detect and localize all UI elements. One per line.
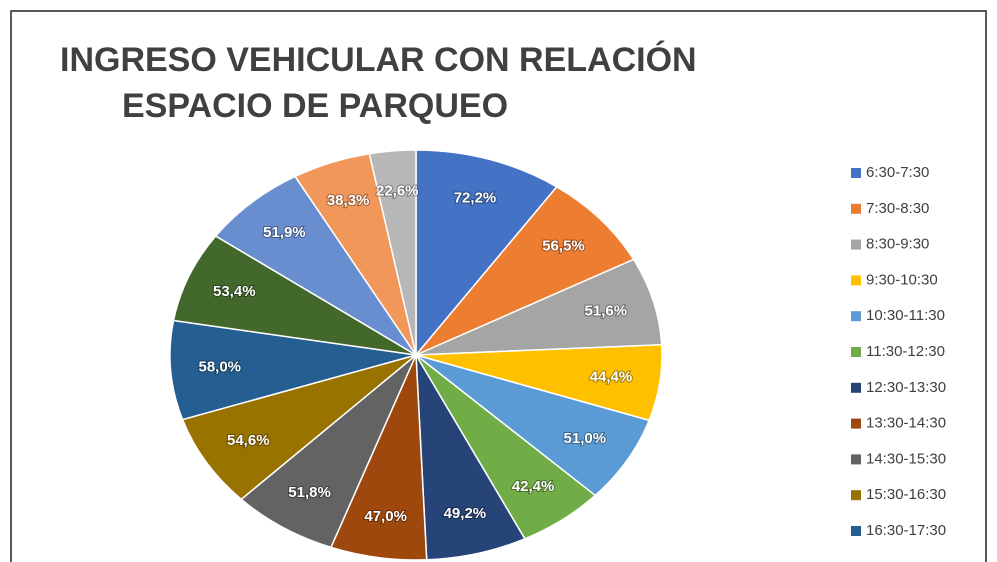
legend-swatch bbox=[851, 168, 861, 178]
frame bbox=[10, 10, 987, 562]
legend-swatch bbox=[851, 526, 861, 536]
legend-label: 16:30-17:30 bbox=[866, 522, 946, 539]
pie-slice bbox=[415, 185, 635, 356]
pie-slice bbox=[172, 235, 417, 356]
data-label: 51,9% bbox=[263, 224, 306, 241]
legend-label: 7:30-8:30 bbox=[866, 200, 929, 217]
legend-swatch bbox=[851, 311, 861, 322]
data-label: 58,0% bbox=[198, 358, 241, 375]
data-label: 47,0% bbox=[364, 508, 407, 525]
pie-slice bbox=[415, 258, 663, 356]
data-label: 51,0% bbox=[564, 430, 607, 447]
legend-label: 6:30-7:30 bbox=[866, 164, 929, 181]
data-label: 51,6% bbox=[585, 303, 628, 320]
pie-slice bbox=[415, 354, 651, 497]
legend-label: 14:30-15:30 bbox=[866, 450, 946, 467]
legend-label: 10:30-11:30 bbox=[866, 307, 945, 324]
data-label: 53,4% bbox=[213, 283, 256, 300]
pie-slice bbox=[169, 319, 417, 421]
legend-label: 12:30-13:30 bbox=[866, 379, 946, 396]
legend-label: 9:30-10:30 bbox=[866, 271, 938, 288]
legend-label: 11:30-12:30 bbox=[866, 343, 945, 360]
legend-swatch bbox=[851, 275, 861, 286]
data-label: 44,4% bbox=[590, 368, 633, 385]
data-label: 49,2% bbox=[444, 505, 487, 522]
pie-slice bbox=[240, 354, 417, 549]
pie-slice bbox=[368, 149, 417, 356]
data-label: 56,5% bbox=[542, 237, 585, 254]
data-label: 38,3% bbox=[327, 192, 370, 209]
data-label: 72,2% bbox=[454, 190, 497, 207]
legend-label: 15:30-16:30 bbox=[866, 486, 946, 503]
chart-title: ESPACIO DE PARQUEO bbox=[122, 87, 508, 125]
legend-swatch bbox=[851, 382, 861, 393]
pie-slice bbox=[214, 175, 417, 356]
legend-label: 13:30-14:30 bbox=[866, 415, 946, 432]
pie-slice bbox=[415, 149, 558, 358]
legend-swatch bbox=[851, 203, 861, 214]
chart-title: INGRESO VEHICULAR CON RELACIÓN bbox=[60, 41, 697, 79]
data-label: 51,8% bbox=[288, 484, 331, 501]
pie-slice bbox=[181, 354, 417, 501]
legend-label: 8:30-9:30 bbox=[866, 236, 929, 253]
legend-swatch bbox=[851, 239, 861, 250]
legend-swatch bbox=[851, 454, 861, 465]
legend-swatch bbox=[851, 490, 861, 501]
data-label: 42,4% bbox=[512, 478, 555, 495]
legend-swatch bbox=[851, 418, 861, 429]
data-label: 22,6% bbox=[376, 183, 419, 200]
legend-swatch bbox=[851, 347, 861, 357]
data-label: 54,6% bbox=[227, 432, 270, 449]
